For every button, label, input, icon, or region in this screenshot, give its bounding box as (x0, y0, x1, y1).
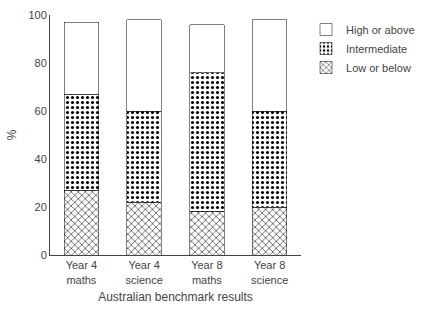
svg-text:80: 80 (35, 57, 47, 69)
svg-text:40: 40 (35, 153, 47, 165)
svg-text:Intermediate: Intermediate (346, 43, 407, 55)
svg-text:Year 8science: Year 8science (251, 259, 288, 285)
svg-text:%: % (5, 129, 19, 140)
svg-text:Year 4maths: Year 4maths (66, 259, 97, 285)
svg-text:Low or below: Low or below (346, 62, 411, 74)
svg-text:100: 100 (28, 9, 46, 21)
svg-text:20: 20 (35, 201, 47, 213)
svg-text:0: 0 (41, 249, 47, 261)
svg-text:Australian benchmark results: Australian benchmark results (98, 290, 253, 304)
svg-text:Year 4science: Year 4science (125, 259, 162, 285)
svg-text:Year 8maths: Year 8maths (191, 259, 222, 285)
svg-text:High or above: High or above (346, 24, 415, 36)
svg-text:60: 60 (35, 105, 47, 117)
